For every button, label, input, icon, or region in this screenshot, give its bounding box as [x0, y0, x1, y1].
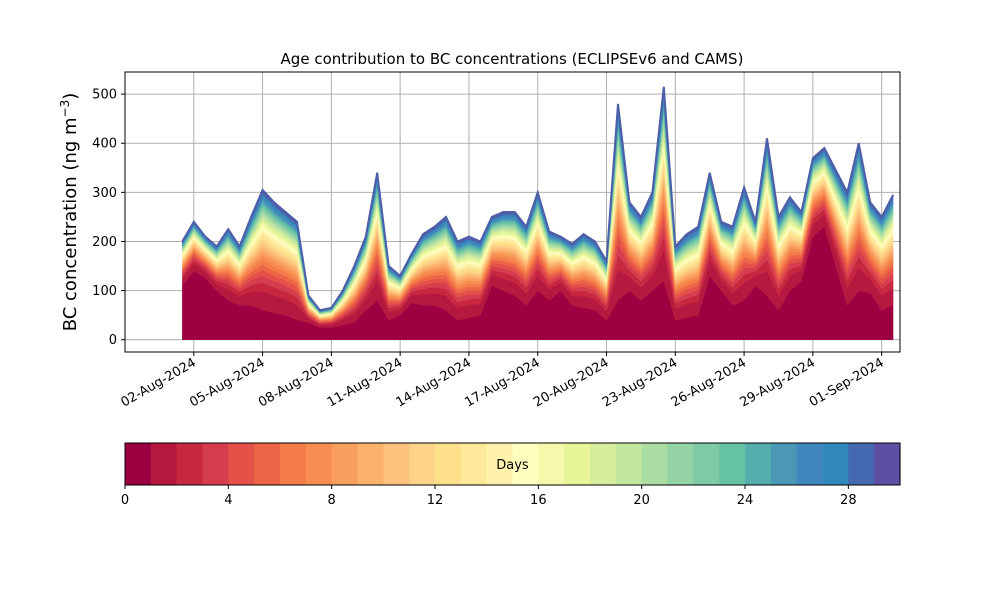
colorbar-swatch: [538, 443, 565, 485]
colorbar-tick-label: 28: [840, 493, 857, 508]
x-tick-label: 29-Aug-2024: [738, 355, 818, 410]
y-tick-label: 0: [109, 333, 117, 348]
stacked-areas: [181, 86, 894, 340]
colorbar-label: Days: [496, 458, 529, 473]
x-tick-label: 14-Aug-2024: [394, 355, 474, 410]
x-axis: 02-Aug-202405-Aug-202408-Aug-202411-Aug-…: [118, 352, 887, 411]
colorbar-swatch: [564, 443, 591, 485]
total-outline: [181, 86, 894, 312]
colorbar-swatch: [331, 443, 359, 485]
colorbar-swatch: [822, 443, 849, 485]
x-tick-label: 01-Sep-2024: [807, 355, 887, 410]
x-tick-label: 02-Aug-2024: [118, 355, 198, 410]
colorbar-swatch: [641, 443, 669, 485]
colorbar-swatch: [383, 443, 410, 485]
colorbar-swatch: [150, 443, 178, 485]
colorbar-swatch: [770, 443, 798, 485]
colorbar-tick-label: 12: [427, 493, 444, 508]
colorbar-swatch: [125, 443, 152, 485]
colorbar-tick-label: 16: [530, 493, 547, 508]
x-tick-label: 08-Aug-2024: [256, 355, 336, 410]
y-axis-label: BC concentration (ng m−3): [58, 93, 81, 332]
x-tick-label: 20-Aug-2024: [531, 355, 611, 410]
colorbar-tick-label: 8: [328, 493, 336, 508]
colorbar-swatch: [512, 443, 539, 485]
colorbar-swatch: [693, 443, 720, 485]
y-tick-label: 500: [92, 88, 117, 103]
colorbar-tick-label: 4: [224, 493, 232, 508]
colorbar-tick-label: 20: [633, 493, 650, 508]
colorbar-swatch: [615, 443, 643, 485]
colorbar-swatch: [745, 443, 772, 485]
colorbar-tick-label: 24: [737, 493, 754, 508]
colorbar-swatch: [280, 443, 307, 485]
colorbar-swatch: [848, 443, 875, 485]
colorbar-swatch: [590, 443, 617, 485]
y-tick-label: 100: [92, 284, 117, 299]
y-tick-label: 400: [92, 137, 117, 152]
plot-frame: [124, 71, 901, 353]
colorbar-swatch: [228, 443, 255, 485]
x-tick-label: 23-Aug-2024: [600, 355, 680, 410]
colorbar-swatch: [357, 443, 384, 485]
colorbar-swatch: [460, 443, 488, 485]
colorbar-swatch: [254, 443, 281, 485]
y-tick-label: 300: [92, 186, 117, 201]
x-tick-label: 11-Aug-2024: [325, 355, 405, 410]
colorbar-swatch: [305, 443, 333, 485]
colorbar-frame: [124, 442, 901, 486]
colorbar: Days 0 4 8 12 16 20 24 28: [121, 442, 901, 508]
x-tick-label: 17-Aug-2024: [462, 355, 542, 410]
y-tick-label: 200: [92, 235, 117, 250]
y-axis: 0 100 200 300 400 500: [92, 88, 125, 348]
x-tick-label: 26-Aug-2024: [669, 355, 749, 410]
colorbar-swatch: [874, 443, 901, 485]
colorbar-swatch: [667, 443, 694, 485]
colorbar-tick-label: 0: [121, 493, 129, 508]
colorbar-swatch: [435, 443, 462, 485]
colorbar-swatch: [486, 443, 514, 485]
x-tick-label: 05-Aug-2024: [187, 355, 267, 410]
colorbar-swatch: [409, 443, 436, 485]
colorbar-swatch: [796, 443, 824, 485]
chart-title: Age contribution to BC concentrations (E…: [281, 50, 744, 68]
colorbar-swatch: [719, 443, 746, 485]
colorbar-swatch: [176, 443, 204, 485]
colorbar-swatch: [202, 443, 229, 485]
